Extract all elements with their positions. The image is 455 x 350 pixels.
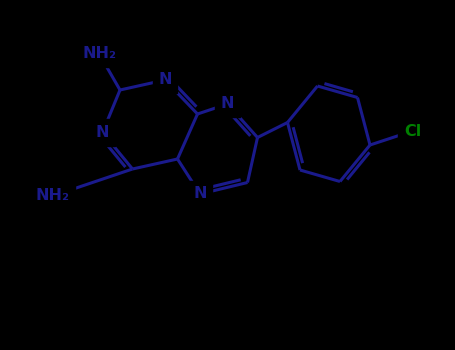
Text: N: N: [193, 187, 207, 202]
Text: NH₂: NH₂: [35, 189, 70, 203]
Text: NH₂: NH₂: [82, 46, 116, 61]
Text: N: N: [221, 97, 234, 112]
Text: N: N: [96, 125, 109, 140]
Text: N: N: [158, 72, 172, 88]
Text: Cl: Cl: [404, 124, 421, 139]
